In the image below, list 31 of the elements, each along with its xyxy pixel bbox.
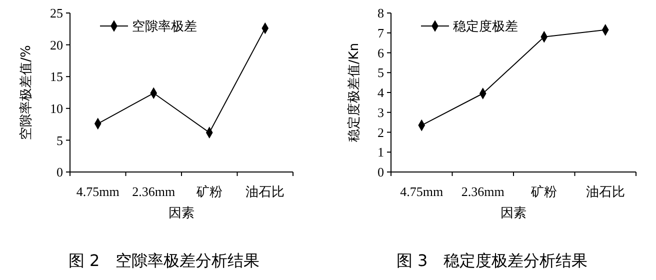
x-tick-label: 油石比 (586, 184, 625, 199)
caption: 图 3 稳定度极差分析结果 (396, 251, 588, 270)
y-tick-label: 8 (378, 6, 384, 21)
y-tick-label: 3 (378, 104, 384, 120)
y-tick-label: 4 (378, 85, 384, 100)
y-tick-label: 1 (378, 144, 384, 160)
y-tick-label: 25 (50, 6, 63, 21)
y-axis-title: 稳定度极差值/Kn (346, 42, 362, 142)
y-tick-label: 6 (378, 45, 384, 60)
caption: 图 2 空隙率极差分析结果 (68, 251, 260, 270)
x-axis-title: 因素 (500, 206, 526, 221)
y-tick-label: 7 (378, 25, 384, 40)
y-tick-label: 0 (56, 164, 63, 180)
legend-label: 空隙率极差 (132, 18, 197, 35)
x-tick-label: 4.75mm (76, 184, 120, 199)
legend-label: 稳定度极差 (453, 18, 518, 35)
x-tick-label: 矿粉 (195, 184, 222, 199)
y-tick-label: 5 (378, 65, 384, 80)
y-tick-label: 0 (378, 164, 384, 180)
x-tick-label: 油石比 (246, 184, 285, 199)
x-tick-label: 4.75mm (400, 184, 444, 199)
x-tick-label: 2.36mm (132, 184, 176, 199)
x-tick-label: 矿粉 (530, 184, 558, 199)
y-axis-title: 空隙率极差值/% (18, 45, 34, 140)
y-tick-label: 5 (56, 132, 63, 148)
y-tick-label: 2 (378, 124, 384, 140)
x-tick-label: 2.36mm (461, 184, 504, 199)
y-tick-label: 10 (50, 100, 63, 116)
y-tick-label: 20 (50, 37, 63, 52)
y-tick-label: 15 (50, 69, 63, 84)
x-axis-title: 因素 (168, 206, 194, 221)
